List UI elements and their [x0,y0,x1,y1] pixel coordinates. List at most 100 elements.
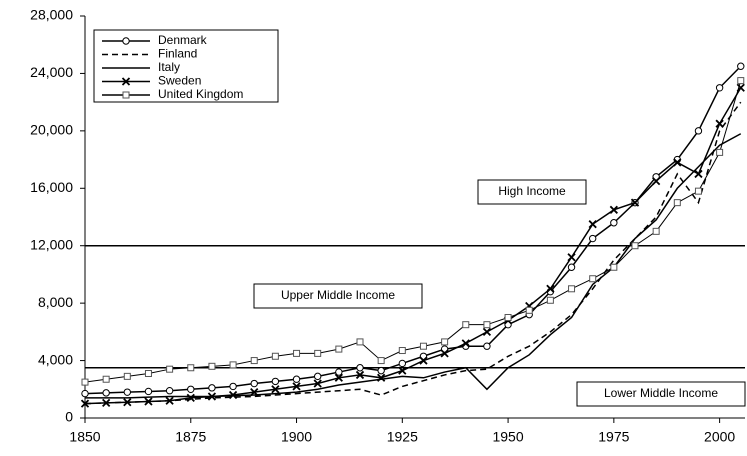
marker [81,378,89,386]
marker [441,338,449,346]
marker [377,373,386,382]
marker [419,356,428,365]
marker [144,397,153,406]
marker [355,370,365,380]
marker [694,187,702,195]
x-tick-label: 1850 [69,429,100,445]
marker [271,385,280,394]
annotation: Lower Middle Income [576,381,746,407]
marker [165,387,174,395]
marker [250,357,258,365]
marker [186,393,195,403]
series [85,133,742,399]
marker [313,379,322,388]
marker [737,77,745,85]
marker [271,352,279,360]
series-line [84,65,742,395]
marker [673,158,682,167]
marker [208,362,216,370]
marker [482,327,492,336]
marker [610,263,618,271]
marker [377,366,385,375]
marker [694,169,703,179]
marker [187,364,195,372]
y-tick-label: 16,000 [30,179,73,195]
marker [144,369,152,377]
marker [461,339,470,348]
marker [716,148,724,156]
marker [546,284,555,293]
y-tick-label: 0 [65,409,73,425]
marker [356,338,364,346]
y-tick-label: 12,000 [30,236,73,252]
annotation-box [253,283,423,309]
marker [440,349,449,358]
y-tick-label: 8,000 [38,294,73,310]
marker [166,365,174,373]
marker [694,127,703,135]
marker [398,359,407,368]
marker [377,357,385,365]
x-tick-label: 1950 [492,429,523,445]
marker [398,366,407,375]
marker [737,62,745,70]
marker [356,364,364,372]
x-tick-label: 2000 [704,429,735,445]
marker [250,379,258,388]
marker [567,253,576,262]
marker [609,205,618,214]
annotation-box [477,179,587,205]
legend-marker [122,37,130,45]
marker [419,342,427,350]
marker [525,306,533,314]
marker [335,368,343,376]
legend-marker [121,77,131,86]
marker [334,373,343,382]
marker [652,227,660,235]
marker [673,199,681,207]
marker [313,372,322,381]
x-tick-label: 1900 [281,429,312,445]
marker [229,361,237,369]
marker [715,119,724,128]
annotation-text: High Income [498,184,566,198]
marker [271,377,280,386]
marker [207,392,217,401]
legend-label: Italy [158,60,180,74]
legend-label: Denmark [158,33,208,47]
series [80,83,745,408]
marker [102,389,110,397]
marker [314,349,322,357]
x-tick-label: 1875 [175,429,206,445]
series-line [84,101,742,405]
y-tick-label: 28,000 [30,7,73,23]
annotation: Upper Middle Income [253,283,423,309]
legend-marker [122,91,130,99]
marker [630,198,640,207]
x-tick-label: 1975 [598,429,629,445]
marker [292,382,301,391]
series [81,77,745,386]
marker [652,176,661,186]
marker [123,372,131,380]
marker [715,84,724,92]
legend-label: Sweden [158,74,201,88]
marker [504,314,512,321]
series-line [84,80,742,383]
annotation: High Income [477,179,587,205]
marker [123,388,132,396]
y-tick-label: 4,000 [38,351,73,367]
marker [588,234,597,243]
annotation-text: Upper Middle Income [281,288,395,302]
y-tick-label: 20,000 [30,122,73,138]
marker [483,342,491,350]
series-line [85,133,742,399]
marker [228,390,238,400]
marker [589,275,597,283]
marker [102,398,111,408]
marker [610,219,618,227]
marker [588,220,597,229]
marker [293,349,301,357]
